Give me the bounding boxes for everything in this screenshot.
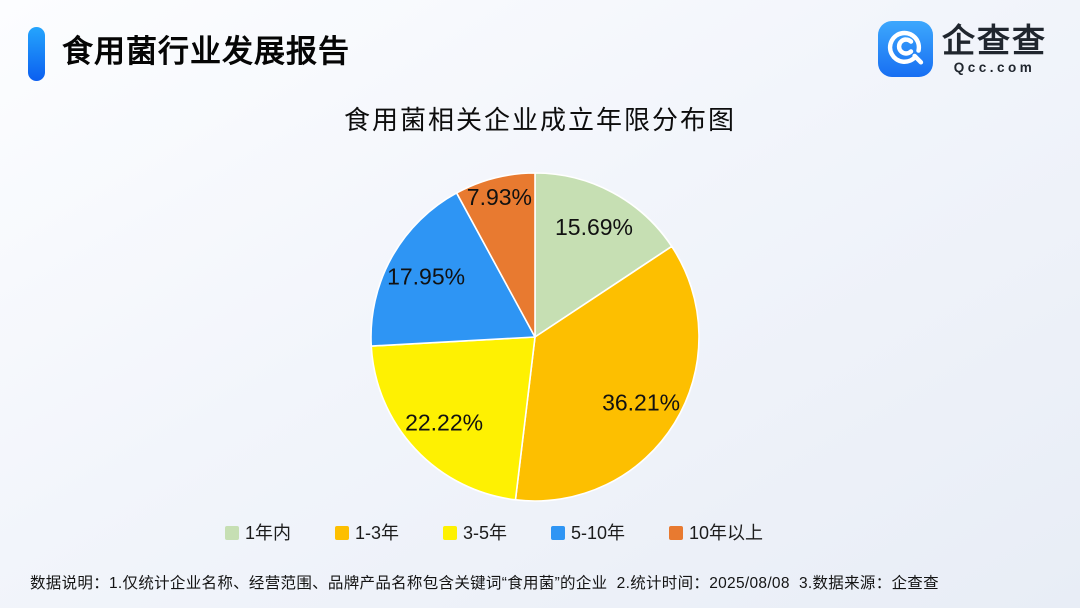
legend-swatch bbox=[334, 526, 349, 540]
qcc-logo-text: 企查查 Qcc.com bbox=[942, 24, 1047, 75]
legend-swatch bbox=[669, 526, 684, 540]
pie-value-label: 22.22% bbox=[405, 409, 483, 435]
legend-swatch bbox=[442, 526, 457, 540]
legend-item-10年以上: 10年以上 bbox=[669, 524, 763, 542]
pie-value-label: 36.21% bbox=[602, 389, 680, 415]
legend-swatch bbox=[224, 526, 239, 540]
qcc-logo-name: 企查查 bbox=[942, 21, 1047, 59]
pie-slice-1年内 bbox=[534, 172, 673, 338]
legend-swatch bbox=[550, 526, 565, 540]
pie-value-label: 7.93% bbox=[467, 184, 532, 210]
legend-label: 5-10年 bbox=[570, 523, 626, 543]
legend-item-1-3年: 1-3年 bbox=[334, 523, 399, 543]
pie-slice-1-3年 bbox=[514, 245, 700, 502]
pie-slice-5-10年 bbox=[370, 192, 536, 347]
qcc-logo: 企查查 Qcc.com bbox=[878, 21, 1047, 77]
chart-title: 食用菌相关企业成立年限分布图 bbox=[343, 105, 736, 135]
legend-label: 1-3年 bbox=[354, 523, 399, 543]
legend-item-1年内: 1年内 bbox=[224, 523, 291, 543]
legend-item-5-10年: 5-10年 bbox=[550, 523, 626, 543]
title-accent-bar bbox=[28, 27, 45, 81]
legend-item-3-5年: 3-5年 bbox=[442, 523, 507, 543]
pie-value-label: 17.95% bbox=[387, 263, 465, 289]
chart-legend: 1年内 1-3年 3-5年 5-10年 10年以上 bbox=[0, 524, 1034, 542]
pie-slice-3-5年 bbox=[370, 336, 536, 501]
qcc-logo-icon bbox=[878, 21, 933, 77]
legend-label: 3-5年 bbox=[462, 523, 507, 543]
page-title: 食用菌行业发展报告 bbox=[62, 34, 350, 69]
pie-chart: 15.69% 36.21% 22.22% 17.95% 7.93% bbox=[370, 172, 700, 502]
pie-value-label: 15.69% bbox=[555, 214, 633, 240]
footer-note: 数据说明：1.仅统计企业名称、经营范围、品牌产品名称包含关键词“食用菌”的企业 … bbox=[30, 575, 939, 592]
pie-slice-10年以上 bbox=[455, 172, 536, 338]
qcc-logo-domain: Qcc.com bbox=[953, 59, 1036, 75]
legend-label: 10年以上 bbox=[689, 523, 764, 543]
legend-label: 1年内 bbox=[244, 523, 291, 543]
